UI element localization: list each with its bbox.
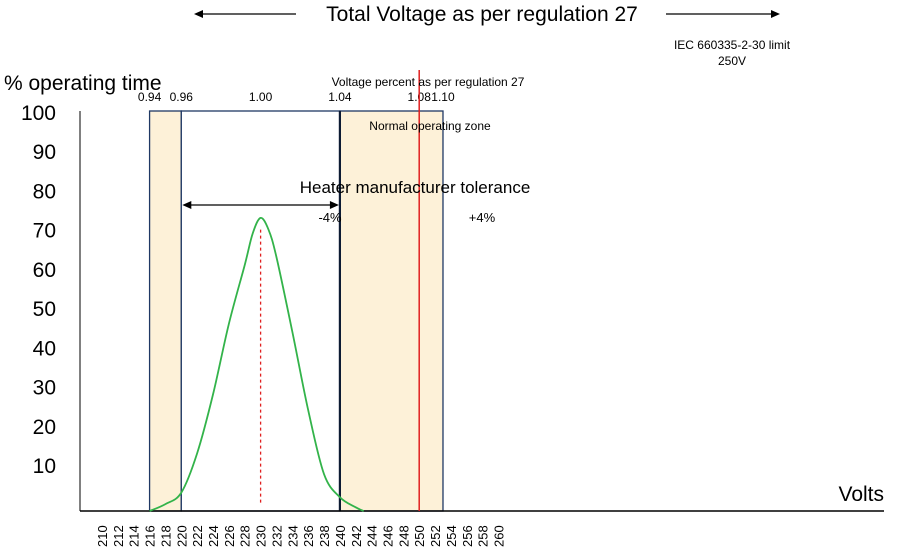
x-tick-label: 212: [111, 525, 126, 547]
x-tick-label: 244: [365, 525, 380, 547]
zone-bands: [148, 110, 444, 512]
iec-limit-label-line2: 250V: [718, 54, 746, 68]
percent-tick-labels: 0.94 0.96 1.00 1.04 1.08 1.10: [138, 90, 455, 104]
title-arrow-right-head: [771, 10, 780, 18]
x-tick-label: 240: [333, 525, 348, 547]
normal-zone-label: Normal operating zone: [369, 119, 491, 133]
iec-limit-label-line1: IEC 660335-2-30 limit: [674, 38, 791, 52]
chart-top-title: Total Voltage as per regulation 27: [326, 3, 638, 26]
secondary-axis-label: Voltage percent as per regulation 27: [332, 75, 525, 89]
tolerance-minus-label: -4%: [318, 210, 342, 225]
tolerance-label: Heater manufacturer tolerance: [300, 178, 531, 197]
y-tick-label: 70: [33, 220, 56, 243]
x-tick-label: 220: [174, 525, 189, 547]
x-tick-label: 248: [396, 525, 411, 547]
y-tick-label: 50: [33, 298, 56, 321]
tolerance-arrow-right-head: [329, 201, 339, 209]
x-tick-label: 216: [143, 525, 158, 547]
x-tick-label: 258: [476, 525, 491, 547]
tolerance-arrow-left-head: [182, 201, 192, 209]
y-tick-label: 90: [33, 141, 56, 164]
percent-tick-label: 0.96: [170, 90, 194, 104]
x-tick-label: 226: [222, 525, 237, 547]
y-tick-label: 40: [33, 337, 56, 360]
y-tick-label: 10: [33, 455, 56, 478]
zone-high-band: [339, 110, 444, 512]
x-tick-label: 222: [190, 525, 205, 547]
overlays: [182, 10, 780, 511]
x-tick-label: 218: [158, 525, 173, 547]
distribution-curve-0: [149, 216, 365, 512]
x-tick-label: 256: [460, 525, 475, 547]
x-tick-label: 238: [317, 525, 332, 547]
percent-tick-label: 1.10: [431, 90, 455, 104]
x-tick-label: 242: [349, 525, 364, 547]
y-tick-label: 100: [21, 102, 56, 125]
x-tick-label: 228: [238, 525, 253, 547]
percent-tick-label: 0.94: [138, 90, 162, 104]
y-tick-label: 30: [33, 377, 56, 400]
x-tick-label: 254: [444, 525, 459, 547]
distribution-curve-layer: [149, 216, 365, 512]
title-arrow-left-head: [194, 10, 203, 18]
x-tick-label: 234: [285, 525, 300, 547]
y-tick-label: 80: [33, 180, 56, 203]
y-tick-label: 60: [33, 259, 56, 282]
x-tick-label: 210: [95, 525, 110, 547]
percent-tick-label: 1.00: [249, 90, 273, 104]
x-tick-label: 260: [492, 525, 507, 547]
zone-low-band: [148, 110, 182, 512]
zone-normal-operating-zone: [180, 110, 341, 512]
x-tick-label: 246: [380, 525, 395, 547]
y-tick-labels: 10 20 30 40 50 60 70 80 90 100: [21, 102, 56, 478]
percent-tick-label: 1.04: [328, 90, 352, 104]
x-tick-label: 236: [301, 525, 316, 547]
x-tick-label: 252: [428, 525, 443, 547]
axes: [79, 111, 884, 512]
y-axis-label: % operating time: [4, 72, 162, 95]
x-tick-label: 224: [206, 525, 221, 547]
x-tick-label: 214: [127, 525, 142, 547]
x-tick-labels: 210 212 214 216 218 220 222 224 226 228 230 232 234 2…: [95, 525, 507, 547]
x-tick-label: 230: [254, 525, 269, 547]
y-tick-label: 20: [33, 416, 56, 439]
x-tick-label: 250: [412, 525, 427, 547]
x-axis-label: Volts: [838, 483, 884, 506]
x-tick-label: 232: [269, 525, 284, 547]
tolerance-plus-label: +4%: [469, 210, 496, 225]
